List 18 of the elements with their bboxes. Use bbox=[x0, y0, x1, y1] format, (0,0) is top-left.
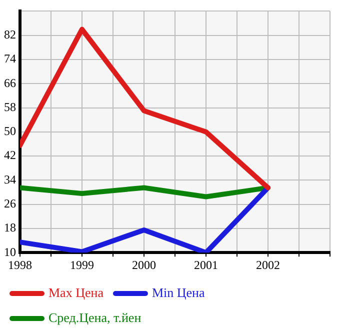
x-tick-label: 2000 bbox=[132, 258, 156, 272]
y-tick-label: 10 bbox=[4, 244, 16, 259]
x-tick-label: 1999 bbox=[70, 258, 94, 272]
legend-label: Min Цена bbox=[152, 284, 205, 300]
y-tick-label: 42 bbox=[4, 148, 16, 162]
y-tick-label: 50 bbox=[4, 124, 16, 138]
x-tick-label: 1998 bbox=[8, 258, 32, 272]
legend-label: Сред.Цена, т.йен bbox=[48, 310, 142, 325]
y-tick-label: 26 bbox=[4, 196, 16, 210]
x-tick-label: 2001 bbox=[194, 258, 218, 272]
y-tick-label: 66 bbox=[4, 76, 16, 90]
y-tick-label: 58 bbox=[4, 100, 16, 114]
y-tick-label: 18 bbox=[4, 220, 16, 235]
y-tick-label: 34 bbox=[4, 172, 16, 186]
x-tick-label: 2002 bbox=[256, 258, 280, 272]
y-tick-label: 74 bbox=[4, 52, 16, 66]
y-tick-label: 82 bbox=[4, 27, 16, 42]
legend-label: Max Цена bbox=[48, 284, 104, 300]
